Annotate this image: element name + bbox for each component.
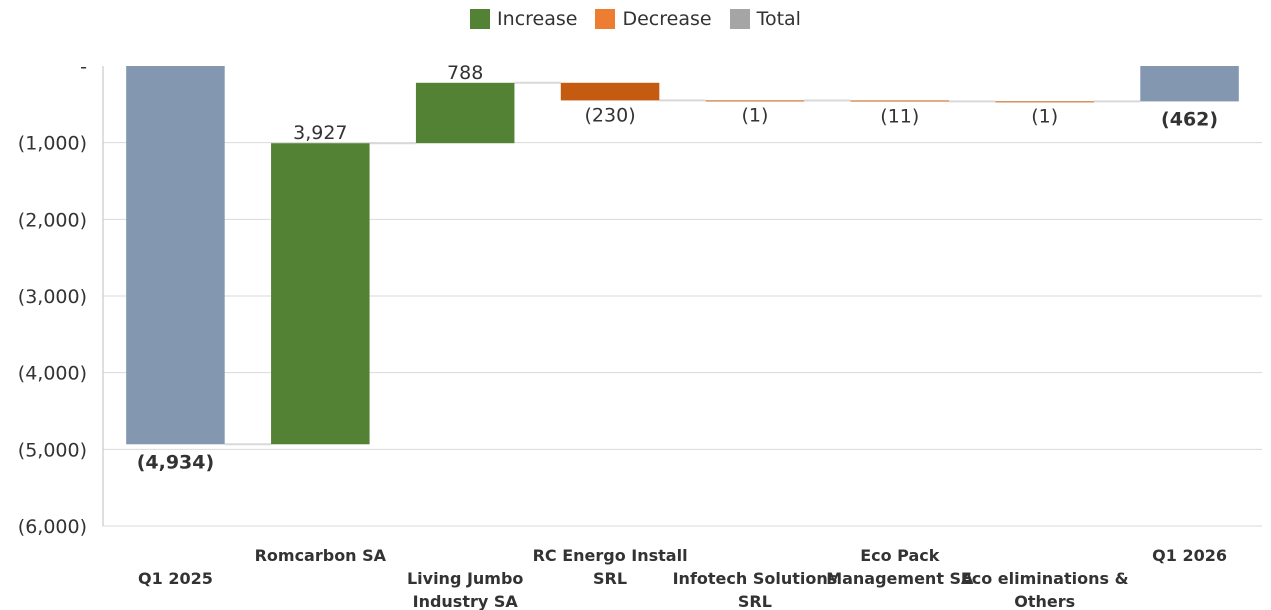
x-category-label: Management SA [826, 569, 974, 588]
data-label: 3,927 [293, 122, 347, 144]
x-category-label: Eco Pack [860, 546, 940, 565]
y-tick-label: (5,000) [18, 439, 87, 461]
x-category-label: SRL [738, 592, 772, 610]
data-label: (230) [585, 104, 636, 126]
y-tick-label: (1,000) [18, 133, 87, 155]
y-tick-label: (3,000) [18, 286, 87, 308]
x-category-label: Others [1014, 592, 1075, 610]
bar-decrease [560, 82, 660, 101]
legend-swatch-decrease [595, 9, 616, 29]
x-category-label: Q1 2025 [138, 569, 213, 588]
data-label: (1) [1031, 105, 1058, 127]
legend-swatch-total [729, 9, 750, 29]
legend-label-decrease: Decrease [622, 8, 712, 30]
y-tick-label: (6,000) [18, 516, 87, 538]
legend-item-decrease: Decrease [595, 8, 712, 30]
y-tick-label: (4,000) [18, 363, 87, 385]
x-category-label: Living Jumbo [407, 569, 523, 588]
bar-total [126, 66, 225, 445]
legend-label-increase: Increase [497, 8, 578, 30]
bar-decrease [850, 100, 950, 102]
x-category-label: Romcarbon SA [255, 546, 387, 565]
x-category-label: Eco eliminations & [961, 569, 1129, 588]
data-label: (11) [880, 105, 919, 127]
data-label: (4,934) [137, 451, 214, 473]
legend-swatch-increase [470, 9, 491, 29]
data-label: 788 [447, 62, 483, 84]
bar-decrease [705, 100, 805, 102]
bar-increase [271, 143, 370, 445]
legend-item-increase: Increase [470, 8, 577, 30]
bar-total [1140, 66, 1239, 102]
bar-increase [415, 82, 515, 144]
x-category-label: Q1 2026 [1152, 546, 1227, 565]
data-label: (1) [741, 105, 768, 127]
x-category-label: Industry SA [413, 592, 519, 610]
legend-item-total: Total [729, 8, 801, 30]
legend-label-total: Total [756, 8, 801, 30]
chart-legend: Increase Decrease Total [0, 8, 1271, 30]
y-tick-label: (2,000) [18, 209, 87, 231]
y-tick-label: - [80, 56, 87, 78]
bar-decrease [995, 101, 1094, 103]
data-label: (462) [1161, 108, 1218, 130]
x-category-label: SRL [593, 569, 627, 588]
x-category-label: Infotech Solutions [673, 569, 838, 588]
x-category-label: RC Energo Install [533, 546, 688, 565]
